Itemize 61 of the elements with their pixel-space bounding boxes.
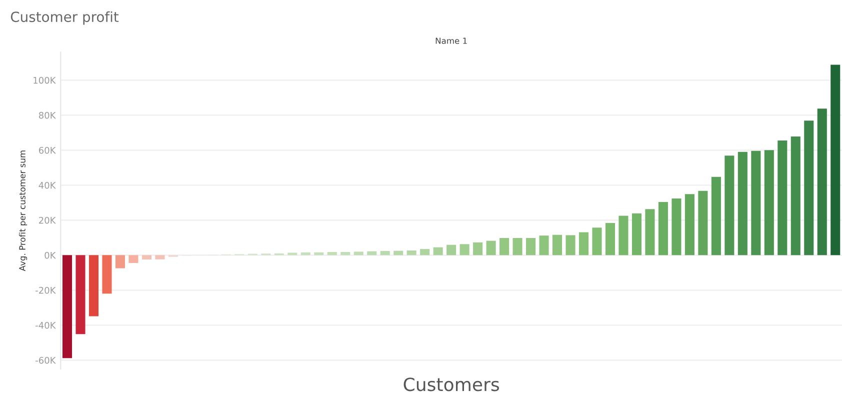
bar <box>552 234 562 256</box>
y-tick-label: -20K <box>36 286 56 294</box>
bar <box>380 250 390 256</box>
bar <box>88 255 98 316</box>
bar <box>327 252 337 256</box>
bar <box>618 216 628 256</box>
bar <box>354 252 364 256</box>
bar <box>830 64 840 256</box>
bar <box>804 120 814 256</box>
bar <box>340 252 350 256</box>
bar <box>142 255 152 260</box>
bar <box>76 255 86 334</box>
bar <box>500 238 510 256</box>
bar <box>764 150 774 256</box>
bar <box>578 232 589 256</box>
bar <box>288 252 298 256</box>
y-tick-label: 100K <box>34 76 56 84</box>
bar <box>406 250 416 256</box>
x-axis-title: Customers <box>404 378 499 392</box>
bar <box>632 213 642 256</box>
bar <box>473 242 483 256</box>
bar <box>790 136 800 256</box>
bar <box>115 255 125 268</box>
bar <box>128 255 138 264</box>
bar <box>446 244 456 256</box>
bar <box>672 198 682 256</box>
y-tick-label: 80K <box>38 112 56 119</box>
bar <box>605 222 616 256</box>
bar <box>539 236 549 256</box>
bar <box>566 235 576 256</box>
y-tick-label: -40K <box>36 322 56 329</box>
y-tick-label: 20K <box>39 216 56 224</box>
bar <box>817 108 827 256</box>
bar <box>102 255 112 294</box>
bar <box>420 249 430 256</box>
bar <box>433 247 443 256</box>
y-tick-label: 40K <box>38 182 56 189</box>
bar <box>512 238 522 256</box>
bar <box>698 190 708 256</box>
bar <box>778 140 788 256</box>
bar <box>155 255 165 260</box>
bar <box>592 228 602 256</box>
bar <box>724 156 734 256</box>
y-tick-label: 60K <box>38 146 56 154</box>
bar <box>751 150 761 256</box>
y-tick-label: -60K <box>36 356 56 364</box>
bar <box>711 176 721 256</box>
bar <box>62 255 72 358</box>
bar <box>367 251 377 256</box>
bar <box>394 250 404 256</box>
bar <box>645 209 655 256</box>
y-axis-title: Avg. Profit per customer sum <box>18 150 28 272</box>
bar <box>684 194 694 256</box>
chart-subtitle: Name 1 <box>436 38 467 44</box>
bar <box>526 238 536 256</box>
bar <box>460 244 470 256</box>
bar <box>658 202 668 256</box>
chart-title: Customer profit <box>10 11 119 25</box>
bar <box>486 240 496 256</box>
bar <box>738 152 748 256</box>
y-tick-label: 0K <box>44 252 56 259</box>
